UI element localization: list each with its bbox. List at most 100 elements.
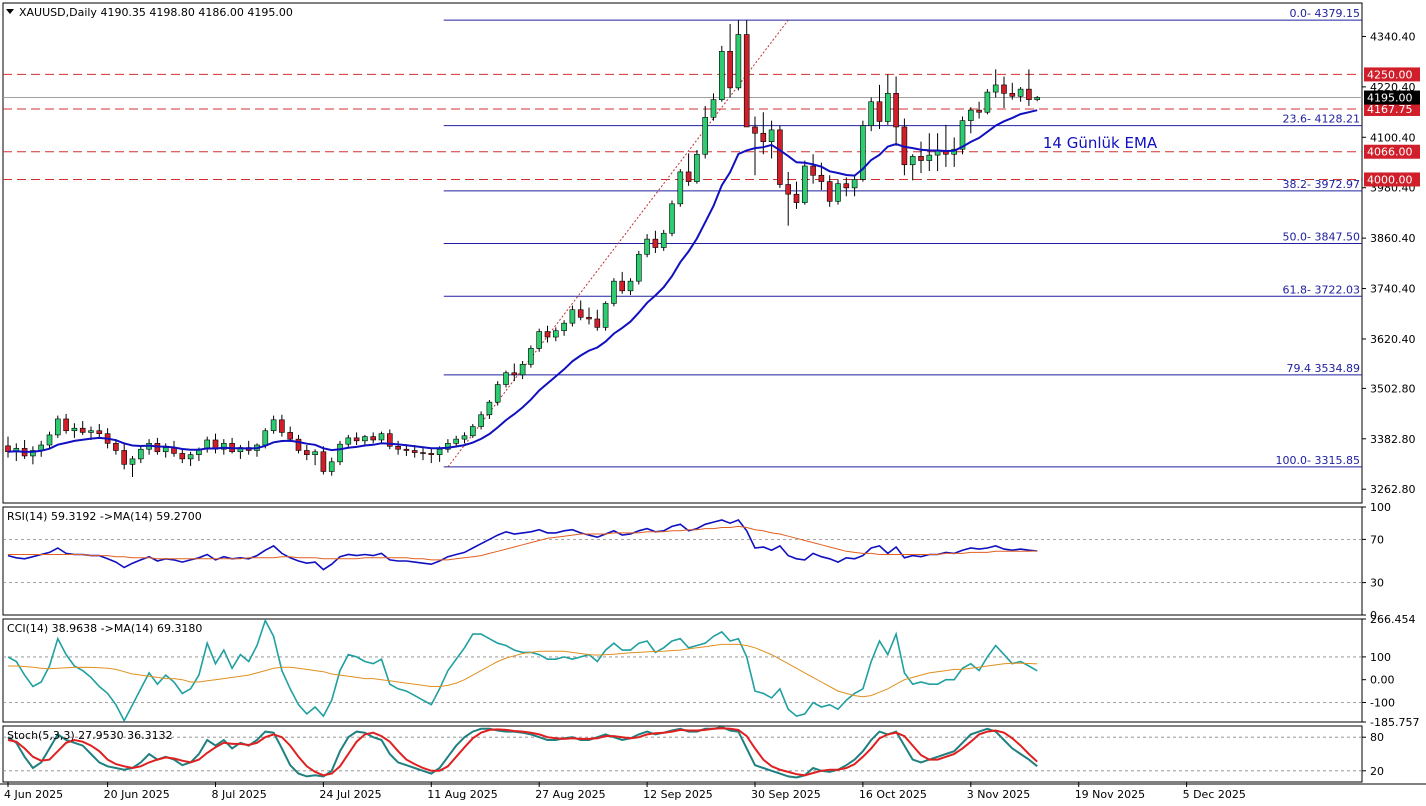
bear-candle[interactable]: [295, 438, 302, 451]
bear-candle[interactable]: [793, 193, 800, 203]
bear-candle[interactable]: [727, 51, 733, 89]
bear-candle[interactable]: [810, 165, 816, 176]
bear-candle[interactable]: [577, 309, 584, 318]
bull-candle[interactable]: [162, 447, 169, 453]
bear-candle[interactable]: [760, 132, 767, 142]
bull-candle[interactable]: [868, 101, 875, 126]
bull-candle[interactable]: [660, 232, 667, 248]
bull-candle[interactable]: [453, 438, 460, 444]
bull-candle[interactable]: [536, 331, 543, 349]
bull-candle[interactable]: [270, 419, 277, 432]
bear-candle[interactable]: [976, 109, 982, 113]
bull-candle[interactable]: [992, 84, 999, 93]
bear-candle[interactable]: [743, 34, 750, 128]
bull-candle[interactable]: [328, 461, 335, 472]
bull-candle[interactable]: [710, 99, 717, 118]
bull-candle[interactable]: [959, 120, 966, 150]
bear-candle[interactable]: [96, 430, 103, 434]
bull-candle[interactable]: [362, 436, 368, 442]
dropdown-triangle-icon[interactable]: [6, 9, 14, 14]
bull-candle[interactable]: [30, 450, 36, 457]
bull-candle[interactable]: [718, 51, 725, 100]
bear-candle[interactable]: [619, 280, 626, 292]
bull-candle[interactable]: [702, 116, 709, 155]
bull-candle[interactable]: [851, 179, 858, 189]
bull-candle[interactable]: [635, 253, 642, 282]
bear-candle[interactable]: [154, 443, 161, 453]
bull-candle[interactable]: [694, 153, 700, 182]
bear-candle[interactable]: [594, 318, 601, 328]
bear-candle[interactable]: [370, 436, 377, 441]
bull-candle[interactable]: [528, 348, 534, 365]
bull-candle[interactable]: [54, 418, 61, 436]
bear-candle[interactable]: [353, 437, 360, 442]
bear-candle[interactable]: [876, 101, 883, 122]
bull-candle[interactable]: [569, 309, 576, 324]
bear-candle[interactable]: [544, 331, 551, 338]
bear-candle[interactable]: [1001, 84, 1007, 94]
bull-candle[interactable]: [187, 454, 194, 460]
bear-candle[interactable]: [652, 238, 659, 248]
bear-candle[interactable]: [843, 183, 850, 189]
bull-candle[interactable]: [735, 34, 742, 89]
bull-candle[interactable]: [478, 414, 484, 427]
bull-candle[interactable]: [88, 430, 94, 433]
bull-candle[interactable]: [801, 165, 808, 203]
bull-candle[interactable]: [909, 156, 916, 166]
bull-candle[interactable]: [627, 280, 634, 292]
bear-candle[interactable]: [420, 452, 426, 454]
bear-candle[interactable]: [428, 453, 435, 455]
bull-candle[interactable]: [46, 434, 53, 446]
bull-candle[interactable]: [552, 330, 559, 338]
bear-candle[interactable]: [1026, 88, 1032, 100]
bear-candle[interactable]: [386, 433, 393, 447]
bear-candle[interactable]: [826, 181, 833, 202]
bear-candle[interactable]: [586, 316, 592, 320]
bull-candle[interactable]: [602, 303, 609, 328]
bull-candle[interactable]: [345, 437, 352, 445]
bull-candle[interactable]: [768, 129, 775, 142]
bull-candle[interactable]: [561, 322, 567, 332]
bear-candle[interactable]: [279, 419, 285, 433]
bear-candle[interactable]: [287, 432, 294, 440]
bear-candle[interactable]: [179, 453, 186, 460]
bear-candle[interactable]: [395, 445, 401, 450]
bull-candle[interactable]: [644, 238, 650, 255]
bear-candle[interactable]: [1009, 93, 1016, 97]
bull-candle[interactable]: [461, 435, 468, 440]
bear-candle[interactable]: [79, 427, 86, 433]
bear-candle[interactable]: [5, 445, 11, 453]
bear-candle[interactable]: [403, 448, 410, 451]
bear-candle[interactable]: [893, 93, 899, 128]
bear-candle[interactable]: [685, 171, 692, 182]
bull-candle[interactable]: [1017, 88, 1024, 97]
bull-candle[interactable]: [835, 183, 841, 202]
bull-candle[interactable]: [138, 448, 144, 460]
bear-candle[interactable]: [121, 450, 127, 465]
bull-candle[interactable]: [71, 427, 78, 432]
bear-candle[interactable]: [63, 418, 69, 432]
bear-candle[interactable]: [785, 184, 792, 195]
bear-candle[interactable]: [303, 450, 310, 455]
bull-candle[interactable]: [503, 372, 509, 385]
bear-candle[interactable]: [818, 174, 825, 182]
bull-candle[interactable]: [1034, 97, 1040, 100]
bull-candle[interactable]: [378, 433, 385, 441]
bull-candle[interactable]: [926, 154, 933, 161]
bull-candle[interactable]: [884, 93, 891, 122]
bull-candle[interactable]: [677, 171, 684, 205]
bull-candle[interactable]: [860, 125, 866, 180]
bull-candle[interactable]: [436, 448, 443, 455]
bear-candle[interactable]: [752, 126, 758, 134]
bull-candle[interactable]: [486, 401, 493, 416]
bear-candle[interactable]: [777, 129, 783, 185]
bear-candle[interactable]: [320, 451, 327, 472]
bull-candle[interactable]: [445, 443, 451, 450]
bull-candle[interactable]: [611, 280, 617, 304]
bear-candle[interactable]: [411, 450, 418, 453]
bull-candle[interactable]: [312, 451, 318, 455]
bull-candle[interactable]: [519, 364, 526, 376]
bear-candle[interactable]: [113, 443, 119, 451]
bull-candle[interactable]: [984, 91, 991, 113]
